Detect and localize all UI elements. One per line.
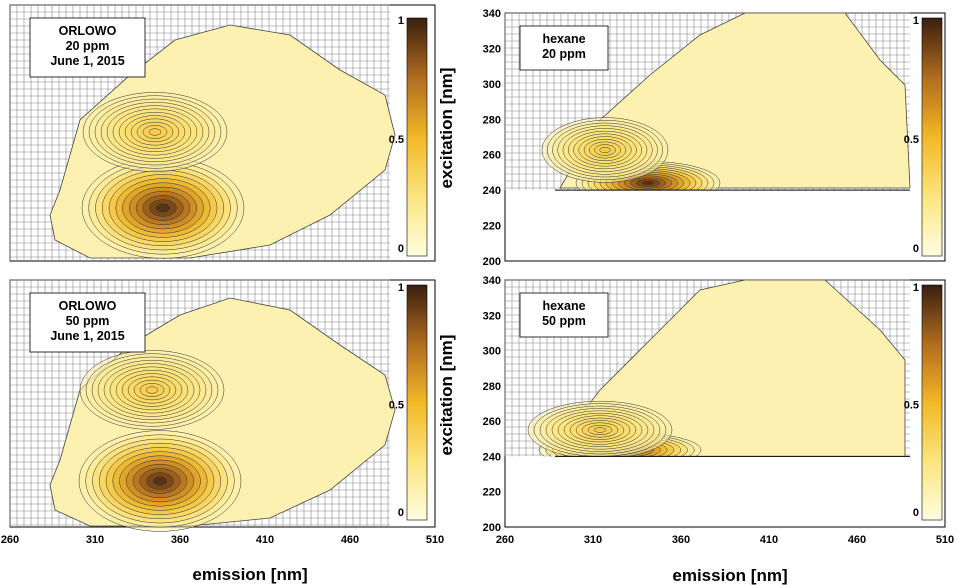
contour-ring	[641, 180, 655, 186]
x-tick-label: 510	[426, 534, 444, 546]
panel-label-box	[519, 292, 609, 338]
colorbar-tick-label: 0	[913, 507, 919, 519]
x-tick-label: 410	[256, 534, 274, 546]
x-tick-label: 310	[86, 534, 104, 546]
contour-ring	[155, 203, 171, 213]
panel-label-line: June 1, 2015	[50, 329, 124, 343]
x-axis-label-left: emission [nm]	[192, 565, 307, 584]
contour-ring	[599, 147, 611, 153]
colorbar-tick-label: 1	[398, 15, 404, 27]
colorbar	[921, 284, 943, 521]
contour-ring	[152, 476, 168, 486]
contour-lines	[78, 350, 242, 532]
panel-label-line: 20 ppm	[66, 39, 110, 53]
x-tick-label: 360	[672, 534, 690, 546]
colorbar-tick-label: 0	[398, 507, 404, 519]
no-data-region	[506, 190, 944, 260]
y-tick-label: 280	[483, 114, 501, 126]
y-tick-label: 260	[483, 150, 501, 162]
y-axis-label-top: excitation [nm]	[437, 68, 456, 189]
panel-label-line: ORLOWO	[59, 24, 117, 38]
x-tick-label: 460	[848, 534, 866, 546]
colorbar-tick-label: 0.5	[904, 400, 919, 412]
y-tick-label: 320	[483, 43, 501, 55]
x-tick-label: 360	[171, 534, 189, 546]
panel-label-box	[519, 25, 609, 71]
y-tick-label: 240	[483, 451, 501, 463]
colorbar	[921, 17, 943, 257]
colorbar-tick-label: 1	[398, 282, 404, 294]
colorbar	[406, 284, 428, 521]
colorbar	[406, 17, 428, 257]
panel-label-box	[29, 292, 146, 353]
y-tick-label: 260	[483, 416, 501, 428]
y-axis-label-bottom: excitation [nm]	[437, 335, 456, 456]
panel-label-line: 50 ppm	[66, 314, 110, 328]
contour-ring	[148, 128, 162, 136]
x-tick-label: 410	[760, 534, 778, 546]
y-tick-label: 200	[483, 256, 501, 268]
y-tick-label: 340	[483, 275, 501, 287]
x-tick-label: 310	[584, 534, 602, 546]
panel-label-box	[29, 17, 146, 78]
panel-label-line: ORLOWO	[59, 299, 117, 313]
colorbar-tick-label: 1	[913, 282, 919, 294]
colorbar-tick-label: 1	[913, 15, 919, 27]
colorbar-tick-label: 0.5	[904, 134, 919, 146]
x-tick-label: 510	[936, 534, 954, 546]
panel-label-line: hexane	[542, 32, 585, 46]
y-tick-label: 300	[483, 346, 501, 358]
contour-ring	[145, 386, 159, 394]
panel-label-line: hexane	[542, 299, 585, 313]
y-tick-label: 320	[483, 310, 501, 322]
contour-lines	[81, 92, 245, 259]
y-tick-label: 200	[483, 522, 501, 534]
x-tick-label: 260	[496, 534, 514, 546]
y-tick-label: 220	[483, 487, 501, 499]
x-axis-label-right: emission [nm]	[672, 566, 787, 585]
contour-lines	[541, 117, 721, 205]
panel-label-line: 50 ppm	[542, 314, 586, 328]
no-data-region	[506, 456, 944, 526]
y-tick-label: 300	[483, 79, 501, 91]
panel-label-line: June 1, 2015	[50, 54, 124, 68]
colorbar-tick-label: 0.5	[389, 134, 404, 146]
x-tick-label: 460	[341, 534, 359, 546]
y-tick-label: 220	[483, 221, 501, 233]
colorbar-tick-label: 0	[913, 243, 919, 255]
contour-ring	[593, 427, 607, 433]
x-tick-label: 260	[1, 534, 19, 546]
y-tick-label: 340	[483, 8, 501, 20]
y-tick-label: 280	[483, 381, 501, 393]
y-tick-label: 240	[483, 185, 501, 197]
colorbar-tick-label: 0.5	[389, 400, 404, 412]
panel-label-line: 20 ppm	[542, 47, 586, 61]
colorbar-tick-label: 0	[398, 243, 404, 255]
